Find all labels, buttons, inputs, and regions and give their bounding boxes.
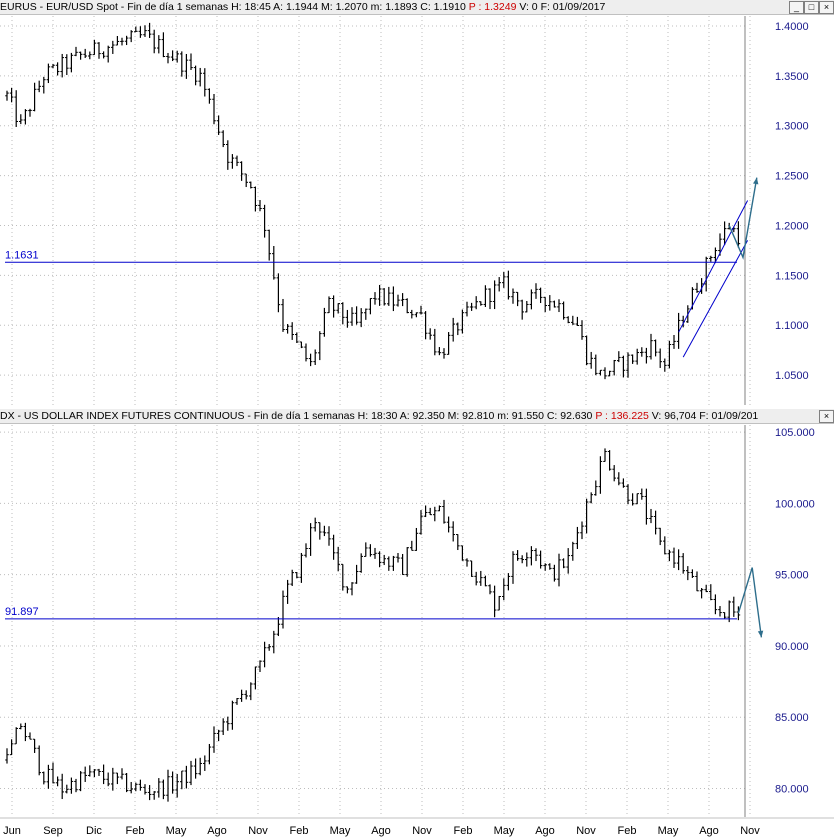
x-tick-label: May (494, 825, 515, 837)
support-line-label: 1.1631 (5, 249, 39, 261)
y-tick-label: 1.0500 (775, 370, 809, 382)
x-tick-label: May (658, 825, 679, 837)
projection-arrow (737, 567, 763, 638)
dx-c: C: 92.630 (546, 410, 593, 422)
x-tick-label: Ago (535, 825, 555, 837)
support-line-label: 91.897 (5, 606, 39, 618)
y-tick-label: 1.1000 (775, 320, 809, 332)
minimize-button[interactable]: _ (789, 1, 804, 14)
y-tick-label: 95.000 (775, 570, 809, 582)
channel-line-lower (682, 240, 749, 358)
projection-arrowhead (757, 630, 764, 638)
x-tick-label: Ago (207, 825, 227, 837)
y-tick-label: 90.000 (775, 641, 809, 653)
dx-a: A: 92.350 (399, 410, 445, 422)
eurusd-a: A: 1.1944 (273, 1, 319, 13)
y-tick-label: 1.1500 (775, 270, 809, 282)
y-tick-label: 100.000 (775, 498, 815, 510)
dx-h: H: 18:30 (357, 410, 398, 422)
x-tick-label: Nov (248, 825, 268, 837)
dx-mn: m: 91.550 (497, 410, 544, 422)
y-tick-label: 85.000 (775, 712, 809, 724)
y-tick-label: 1.4000 (775, 21, 809, 33)
x-tick-label: Sep (43, 825, 63, 837)
dx-header: DX - US DOLLAR INDEX FUTURES CONTINUOUS … (0, 409, 834, 424)
x-tick-label: Feb (618, 825, 637, 837)
x-tick-label: May (166, 825, 187, 837)
x-tick-label: Nov (740, 825, 760, 837)
x-tick-label: Dic (86, 825, 102, 837)
y-tick-label: 1.3500 (775, 71, 809, 83)
x-tick-label: Feb (126, 825, 145, 837)
eurusd-c: C: 1.1910 (420, 1, 466, 13)
close-button[interactable]: × (819, 1, 834, 14)
eurusd-p: P : 1.3249 (468, 1, 517, 13)
eurusd-m: M: 1.2070 (321, 1, 368, 13)
x-tick-label: Ago (371, 825, 391, 837)
dx-symbol: DX - US DOLLAR INDEX FUTURES CONTINUOUS … (0, 410, 355, 422)
maximize-button[interactable]: □ (804, 1, 819, 14)
eurusd-mn: m: 1.1893 (370, 1, 418, 13)
y-tick-label: 1.2000 (775, 220, 809, 232)
eurusd-v: V: 0 (519, 1, 538, 13)
dx-v: V: 96,704 (651, 410, 697, 422)
x-tick-label: Nov (412, 825, 432, 837)
eurusd-f: F: 01/09/2017 (540, 1, 606, 13)
dx-m: M: 92.810 (447, 410, 495, 422)
projection-arrowhead (753, 177, 759, 185)
x-tick-label: Nov (576, 825, 596, 837)
dx-f: F: 01/09/201 (699, 410, 759, 422)
eurusd-header: EURUS - EUR/USD Spot - Fin de día 1 sema… (0, 0, 834, 15)
y-tick-label: 105.000 (775, 427, 815, 439)
y-tick-label: 1.3000 (775, 121, 809, 133)
eurusd-h: H: 18:45 (231, 1, 271, 13)
eurusd-symbol: EURUS - EUR/USD Spot - Fin de día 1 sema… (0, 1, 229, 13)
y-tick-label: 80.000 (775, 783, 809, 795)
x-tick-label: Feb (454, 825, 473, 837)
projection-arrow (728, 177, 758, 260)
x-tick-label: Feb (290, 825, 309, 837)
channel-line-upper (678, 200, 749, 333)
x-tick-label: May (330, 825, 351, 837)
x-tick-label: Ago (699, 825, 719, 837)
x-tick-label: Jun (3, 825, 21, 837)
dx-p: P : 136.225 (595, 410, 649, 422)
y-tick-label: 1.2500 (775, 171, 809, 183)
